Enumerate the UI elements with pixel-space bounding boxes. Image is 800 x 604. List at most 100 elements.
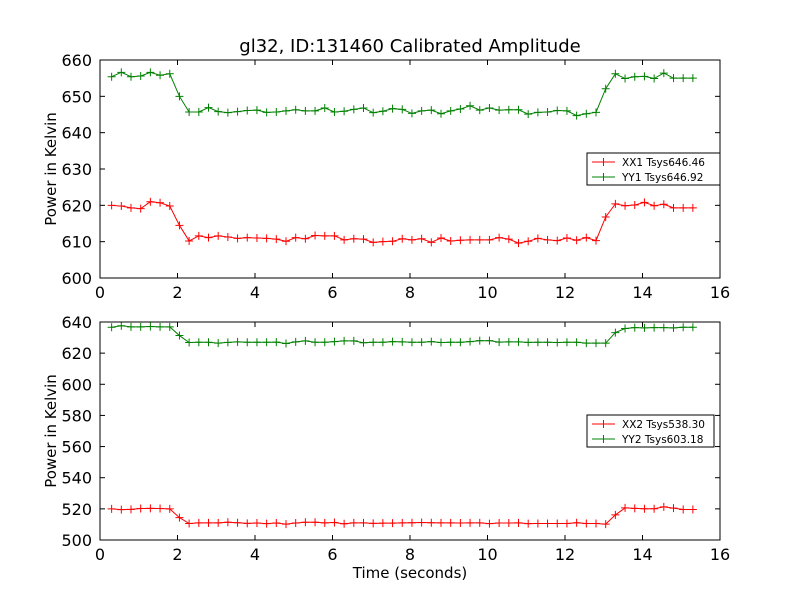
data-point [272,235,281,244]
y-tick-label: 500 [61,531,92,550]
data-point [466,235,475,244]
data-point [262,519,271,528]
data-point [650,201,659,210]
data-point [272,107,281,116]
data-point [437,234,445,243]
data-point [175,331,184,340]
data-point [417,518,426,527]
data-point [679,74,688,83]
data-point [252,338,261,347]
data-point [243,106,252,115]
data-point [311,106,320,115]
data-point [223,518,232,527]
data-point [514,239,523,248]
y-tick-label: 660 [61,51,92,70]
data-point [388,337,397,346]
data-point [330,107,339,116]
legend-label: XX2 Tsys538.30 [622,419,705,431]
data-point [475,106,484,115]
y-tick-label: 610 [61,233,92,252]
data-point [127,505,135,514]
y-tick-label: 630 [61,160,92,179]
data-point [562,234,571,243]
data-point [185,519,194,528]
data-point [359,235,368,244]
data-point [194,107,203,116]
figure-title: gl32, ID:131460 Calibrated Amplitude [239,36,580,57]
data-point [262,338,271,347]
data-point [688,323,697,332]
data-point [340,519,349,528]
data-point [330,518,339,527]
data-point [621,503,630,512]
data-point [243,338,252,347]
data-point [214,107,223,116]
data-point [437,518,445,527]
data-point [514,337,523,346]
data-point [398,337,407,346]
x-tick-label: 4 [250,283,260,302]
data-point [407,338,416,347]
data-point [214,231,223,240]
data-point [485,519,494,528]
data-point [175,221,184,230]
data-point [146,504,155,513]
legend-marker [599,173,608,181]
data-point [592,519,600,528]
data-point [650,504,659,513]
data-point [223,232,232,241]
data-point [107,72,116,81]
data-point [407,518,416,527]
x-tick-label: 6 [327,545,337,564]
data-point [156,504,165,513]
data-point [398,518,407,527]
data-point [640,198,649,207]
data-point [417,338,426,347]
data-point [378,338,387,347]
data-point [204,338,213,347]
legend: XX1 Tsys646.46 YY1 Tsys646.92 [586,152,721,186]
legend-label: YY2 Tsys603.18 [621,434,703,446]
data-point [136,322,145,331]
legend-marker [599,420,608,428]
data-point [640,504,649,513]
data-point [107,201,116,210]
legend: XX2 Tsys538.30 YY2 Tsys603.18 [586,414,715,448]
data-point [204,518,213,527]
data-point [601,212,610,221]
chart-panel-2: 0 2 4 6 8 10 12 14 16 500 520 540 560 580 600 620 640 Pow… [42,313,730,582]
data-point [582,233,591,242]
data-point [495,338,504,347]
data-point [640,323,649,332]
data-point [630,200,639,209]
data-point [466,518,475,527]
data-point [514,105,523,114]
data-point [320,338,329,347]
data-point [369,519,378,528]
data-point [446,518,455,527]
data-point [601,339,610,348]
data-point [398,234,407,243]
data-point [446,236,455,245]
data-point [582,339,591,348]
data-point [127,72,135,81]
data-point [446,106,455,115]
data-point [301,336,310,345]
data-point [562,338,571,347]
y-tick-label: 640 [61,313,92,332]
data-point [504,337,513,346]
data-point [301,518,310,527]
data-point [630,504,639,513]
data-point [398,105,407,114]
data-point [679,323,688,332]
x-tick-label: 8 [405,283,415,302]
data-point [621,201,630,210]
legend-label: XX1 Tsys646.46 [622,157,705,169]
data-point [630,323,639,332]
data-point [524,237,533,246]
data-point [359,338,368,347]
data-point [611,69,620,78]
data-point [282,520,290,529]
data-point [572,111,581,120]
data-point [592,339,600,348]
